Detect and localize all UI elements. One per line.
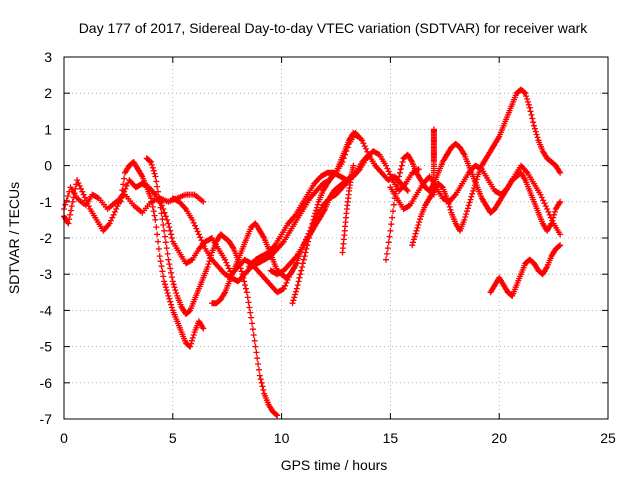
- grid: [64, 57, 608, 419]
- y-tick-label: -3: [40, 266, 53, 282]
- series-arc-13: [409, 86, 564, 249]
- x-tick-label: 0: [60, 430, 68, 446]
- y-tick-label: 1: [44, 121, 52, 137]
- y-tick-label: 3: [44, 49, 52, 65]
- y-tick-label: 0: [44, 158, 52, 174]
- series-arc-15: [487, 242, 564, 299]
- y-tick-label: -4: [40, 302, 53, 318]
- x-tick-label: 20: [491, 430, 507, 446]
- y-axis-label: SDTVAR / TECUs: [6, 182, 22, 294]
- y-tick-label: -2: [40, 230, 53, 246]
- x-axis-label: GPS time / hours: [281, 457, 388, 473]
- point-markers: [487, 242, 564, 299]
- point-markers: [289, 130, 361, 307]
- y-tick-label: 2: [44, 85, 52, 101]
- point-markers: [339, 162, 357, 256]
- point-markers: [383, 140, 564, 263]
- chart-title: Day 177 of 2017, Sidereal Day-to-day VTE…: [79, 20, 589, 36]
- x-tick-label: 5: [169, 430, 177, 446]
- point-markers: [143, 155, 281, 419]
- y-tick-label: -5: [40, 339, 53, 355]
- plot-frame: [63, 56, 609, 420]
- y-tick-label: -6: [40, 375, 53, 391]
- series-arc-3: [117, 159, 207, 350]
- y-tick-label: -1: [40, 194, 53, 210]
- point-markers: [409, 86, 564, 249]
- point-markers: [430, 126, 437, 198]
- series-arc-11: [383, 140, 564, 263]
- data-points: [61, 86, 564, 419]
- y-tick-labels: -7 -6 -5 -4 -3 -2 -1 0 1 2 3: [40, 49, 53, 427]
- x-tick-label: 25: [600, 430, 616, 446]
- point-markers: [267, 151, 372, 278]
- point-markers: [117, 159, 207, 350]
- series-arc-8: [267, 151, 372, 278]
- x-tick-label: 15: [383, 430, 399, 446]
- x-tick-labels: 0 5 10 15 20 25: [60, 430, 616, 446]
- y-tick-label: -7: [40, 411, 53, 427]
- series-arc-4: [143, 155, 281, 419]
- x-tick-label: 10: [274, 430, 290, 446]
- series-arc-10: [339, 162, 357, 256]
- series-arc-9: [289, 130, 361, 307]
- series-arc-14: [430, 126, 437, 198]
